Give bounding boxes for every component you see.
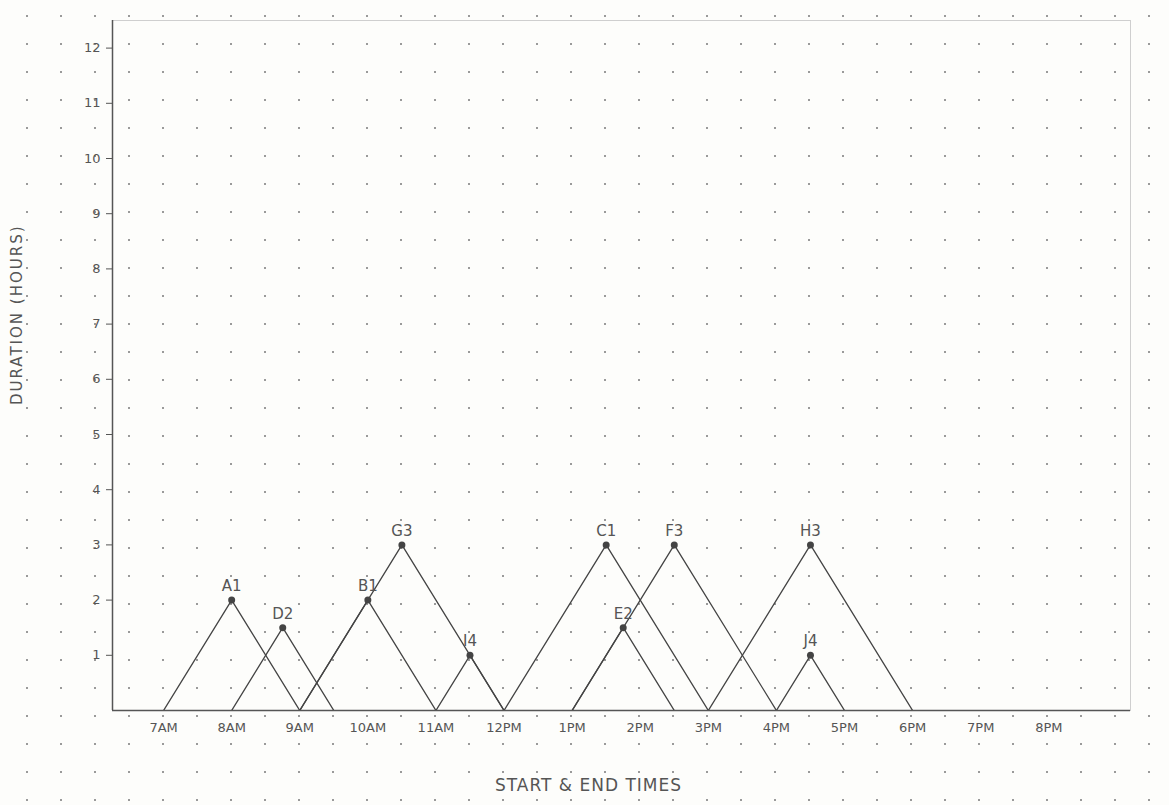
svg-text:7: 7: [92, 316, 100, 331]
svg-text:4PM: 4PM: [763, 720, 790, 735]
svg-text:3: 3: [92, 537, 100, 552]
svg-text:10: 10: [84, 151, 101, 166]
svg-text:I4: I4: [463, 632, 477, 650]
svg-text:6PM: 6PM: [899, 720, 926, 735]
svg-text:H3: H3: [800, 522, 821, 540]
svg-text:1: 1: [92, 647, 100, 662]
svg-text:7PM: 7PM: [967, 720, 994, 735]
svg-text:G3: G3: [391, 522, 412, 540]
svg-text:6: 6: [92, 371, 100, 386]
svg-text:3PM: 3PM: [695, 720, 722, 735]
svg-text:9AM: 9AM: [286, 720, 314, 735]
svg-text:8PM: 8PM: [1035, 720, 1062, 735]
svg-text:12PM: 12PM: [486, 720, 522, 735]
svg-text:5: 5: [92, 427, 100, 442]
svg-text:1PM: 1PM: [558, 720, 585, 735]
svg-text:B1: B1: [358, 577, 378, 595]
html-text:DURATION (HOURS): DURATION (HOURS): [8, 224, 26, 406]
svg-text:J4: J4: [802, 632, 817, 650]
svg-text:8: 8: [92, 261, 100, 276]
svg-text:C1: C1: [596, 522, 616, 540]
svg-text:11: 11: [84, 95, 101, 110]
svg-text:F3: F3: [665, 522, 683, 540]
svg-text:8AM: 8AM: [217, 720, 245, 735]
svg-text:11AM: 11AM: [418, 720, 455, 735]
svg-text:10AM: 10AM: [350, 720, 387, 735]
svg-text:D2: D2: [272, 605, 293, 623]
svg-text:4: 4: [92, 482, 100, 497]
svg-text:5PM: 5PM: [831, 720, 858, 735]
svg-text:2: 2: [92, 592, 100, 607]
svg-text:12: 12: [84, 40, 101, 55]
svg-text:E2: E2: [614, 605, 633, 623]
svg-text:2PM: 2PM: [627, 720, 654, 735]
html-text:START & END TIMES: START & END TIMES: [495, 775, 683, 795]
svg-text:9: 9: [92, 206, 100, 221]
svg-text:7AM: 7AM: [149, 720, 177, 735]
svg-text:A1: A1: [222, 577, 242, 595]
